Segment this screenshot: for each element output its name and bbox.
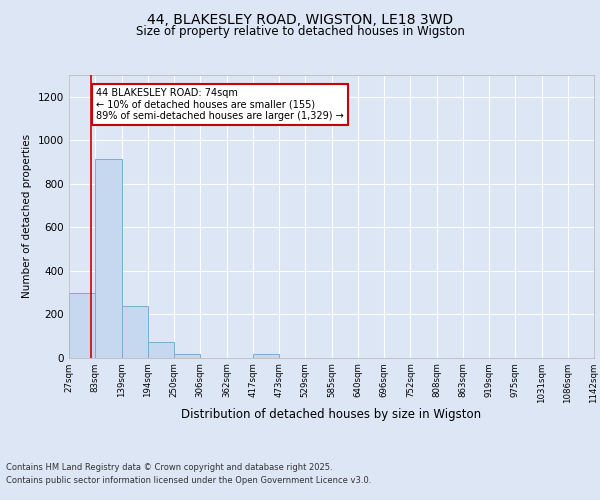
Text: Contains public sector information licensed under the Open Government Licence v3: Contains public sector information licen… [6, 476, 371, 485]
Text: Size of property relative to detached houses in Wigston: Size of property relative to detached ho… [136, 25, 464, 38]
Text: Contains HM Land Registry data © Crown copyright and database right 2025.: Contains HM Land Registry data © Crown c… [6, 464, 332, 472]
Bar [148, 342, 174, 357]
Y-axis label: Number of detached properties: Number of detached properties [22, 134, 32, 298]
Bar [122, 306, 148, 358]
Bar [95, 158, 122, 358]
X-axis label: Distribution of detached houses by size in Wigston: Distribution of detached houses by size … [181, 408, 482, 422]
Text: 44, BLAKESLEY ROAD, WIGSTON, LE18 3WD: 44, BLAKESLEY ROAD, WIGSTON, LE18 3WD [147, 12, 453, 26]
Text: 44 BLAKESLEY ROAD: 74sqm
← 10% of detached houses are smaller (155)
89% of semi-: 44 BLAKESLEY ROAD: 74sqm ← 10% of detach… [97, 88, 344, 121]
Bar [69, 294, 95, 358]
Bar [253, 354, 279, 358]
Bar [174, 354, 200, 358]
